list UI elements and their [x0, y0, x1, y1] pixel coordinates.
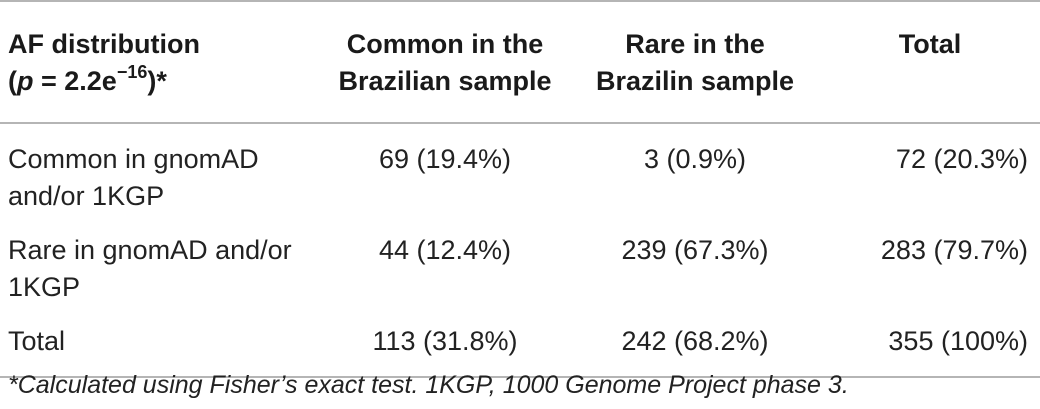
cell-total: 72 (20.3%) — [895, 144, 1028, 174]
row-label: Rare in gnomAD and/or 1KGP — [0, 215, 320, 306]
row-label: Common in gnomAD and/or 1KGP — [0, 123, 320, 215]
paren-close: )* — [147, 66, 167, 96]
cell-rare-brazilian: 239 (67.3%) — [621, 235, 769, 265]
header-total-label: Total — [898, 29, 962, 59]
table-row: Rare in gnomAD and/or 1KGP 44 (12.4%) 23… — [0, 215, 1040, 306]
header-af-line1: AF distribution — [8, 29, 200, 59]
table-header: AF distribution (p = 2.2e−16)* Common in… — [0, 0, 1040, 124]
row-label-line1: Common in gnomAD — [8, 144, 259, 174]
p-value-exponent: −16 — [116, 62, 148, 82]
cell-rare-brazilian: 242 (68.2%) — [570, 306, 820, 378]
header-total: Total — [820, 0, 1040, 124]
cell-common-brazilian: 69 (19.4%) — [378, 144, 512, 174]
row-label-line1: Total — [8, 326, 66, 356]
table-body: Common in gnomAD and/or 1KGP 69 (19.4%) … — [0, 123, 1040, 378]
row-label-line2: 1KGP — [8, 272, 81, 302]
p-value-text: = 2.2e — [33, 66, 117, 96]
header-rare-brazilian: Rare in the Brazilin sample — [570, 0, 820, 124]
p-symbol: p — [17, 66, 34, 96]
row-label: Total — [0, 306, 320, 378]
cell-rare-brazilian: 3 (0.9%) — [643, 144, 747, 174]
cell-common-brazilian: 44 (12.4%) — [378, 235, 512, 265]
header-row: AF distribution (p = 2.2e−16)* Common in… — [0, 0, 1040, 124]
cell-total: 283 (79.7%) — [880, 235, 1028, 265]
table-footnote: *Calculated using Fisher’s exact test. 1… — [8, 371, 849, 399]
header-common-line2: Brazilian sample — [338, 66, 552, 96]
header-common-brazilian: Common in the Brazilian sample — [320, 0, 570, 124]
header-common-line1: Common in the — [346, 29, 544, 59]
table-row: Common in gnomAD and/or 1KGP 69 (19.4%) … — [0, 123, 1040, 215]
table-row: Total 113 (31.8%) 242 (68.2%) 355 (100%) — [0, 306, 1040, 378]
header-rare-line1: Rare in the — [625, 29, 765, 59]
paren-open: ( — [8, 66, 17, 96]
row-label-line2: and/or 1KGP — [8, 181, 165, 211]
header-rare-line2: Brazilin sample — [595, 66, 795, 96]
cell-total: 355 (100%) — [820, 306, 1040, 378]
row-label-line1: Rare in gnomAD and/or — [8, 235, 292, 265]
header-af-line2: (p = 2.2e−16)* — [8, 63, 320, 100]
header-af-distribution: AF distribution (p = 2.2e−16)* — [0, 0, 320, 124]
af-distribution-table: AF distribution (p = 2.2e−16)* Common in… — [0, 0, 1040, 378]
cell-common-brazilian: 113 (31.8%) — [320, 306, 570, 378]
